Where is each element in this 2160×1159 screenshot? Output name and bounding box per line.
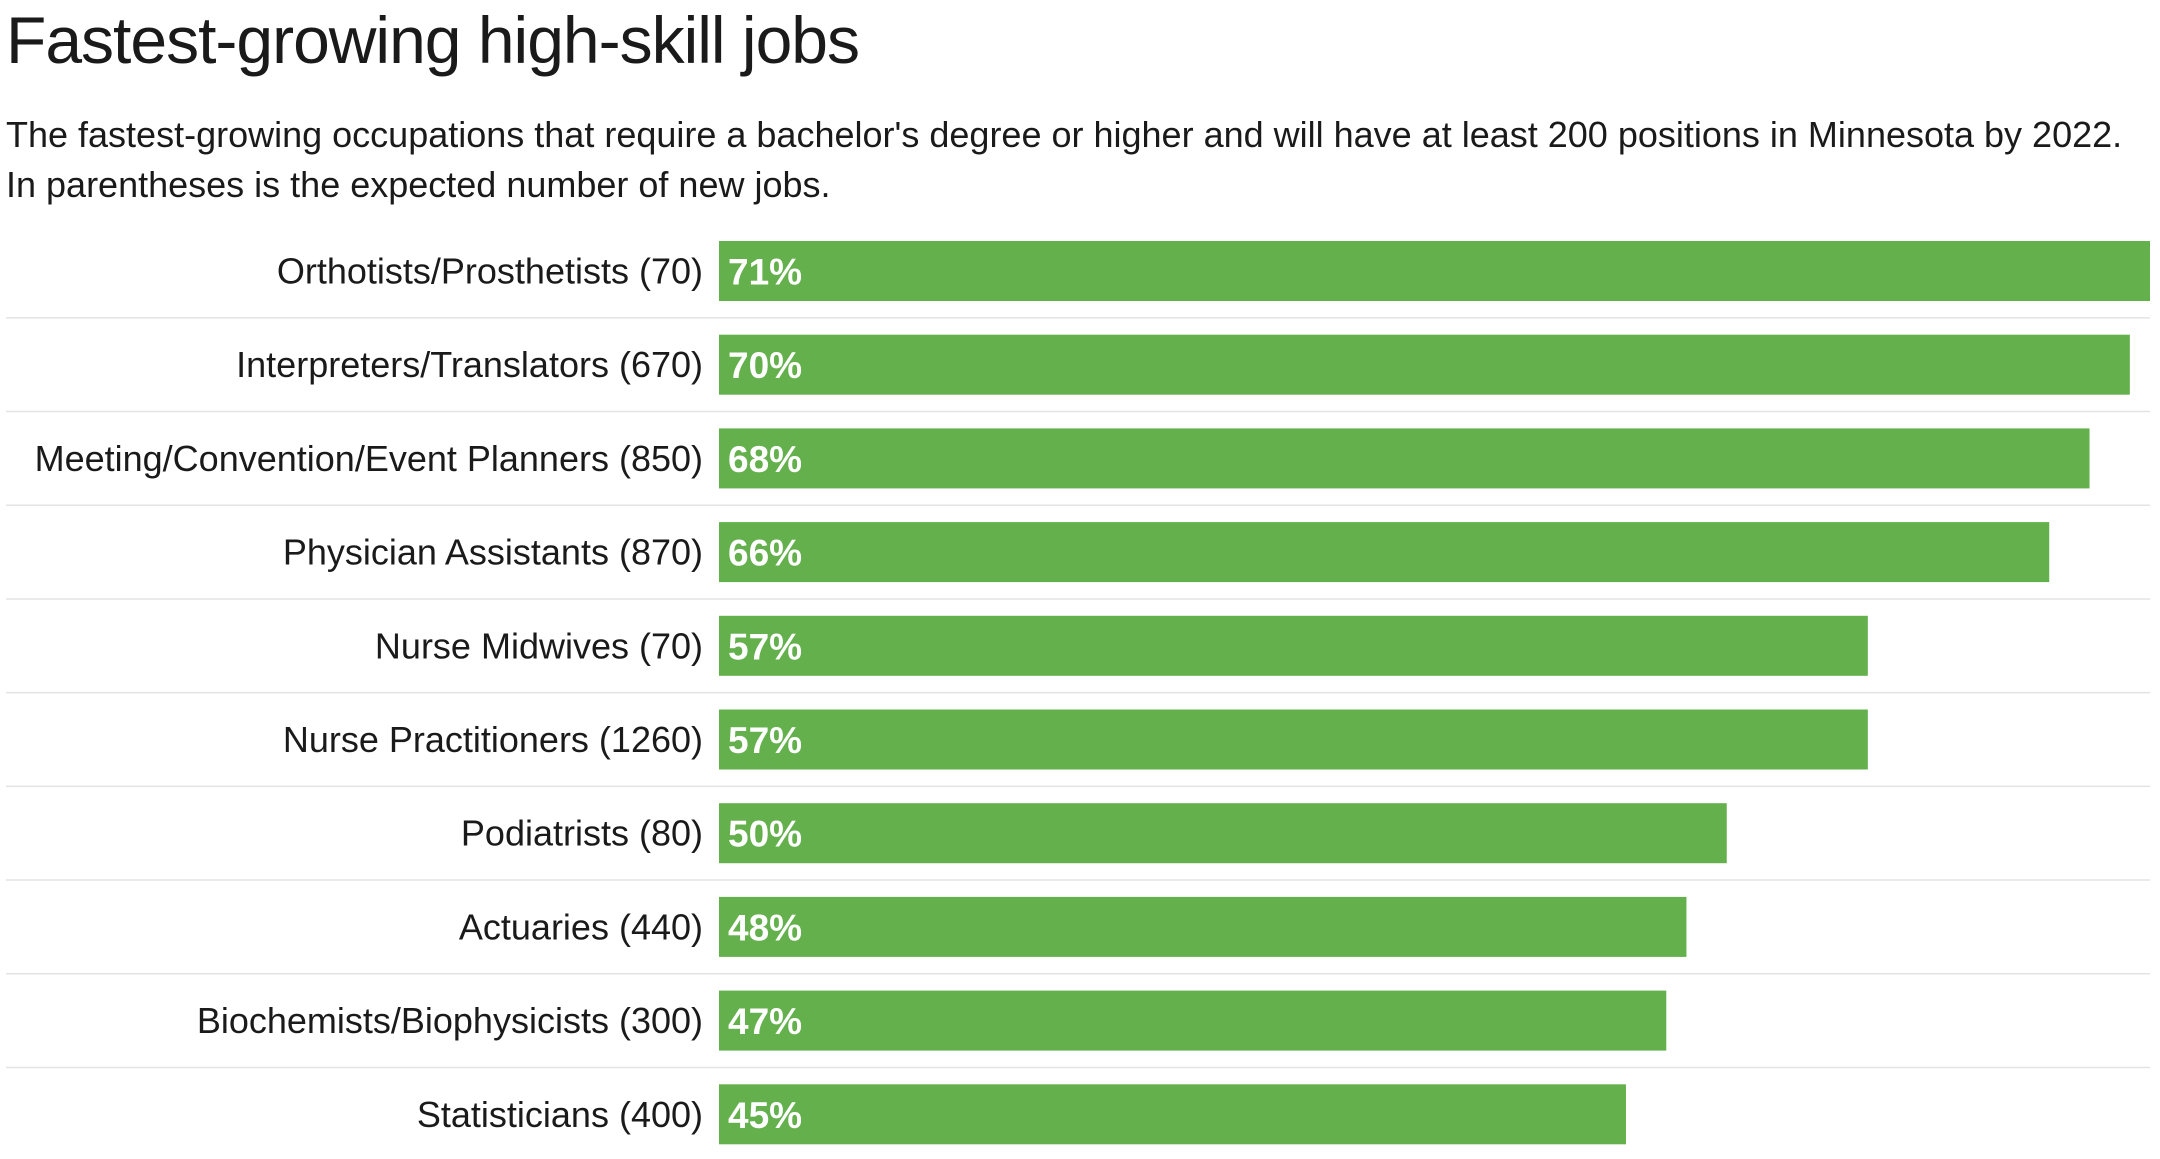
bar bbox=[719, 896, 1687, 957]
bar bbox=[719, 1084, 1626, 1145]
category-label: Meeting/Convention/Event Planners (850) bbox=[35, 438, 703, 479]
category-label: Orthotists/Prosthetists (70) bbox=[277, 251, 703, 292]
value-label: 71% bbox=[728, 252, 802, 293]
bar bbox=[719, 803, 1727, 864]
value-label: 70% bbox=[728, 345, 802, 386]
value-label: 50% bbox=[728, 814, 802, 855]
category-label: Nurse Practitioners (1260) bbox=[283, 719, 703, 760]
value-label: 57% bbox=[728, 720, 802, 761]
category-label: Physician Assistants (870) bbox=[283, 532, 703, 573]
chart-title: Fastest-growing high-skill jobs bbox=[6, 3, 860, 77]
bar bbox=[719, 615, 1868, 676]
category-label: Biochemists/Biophysicists (300) bbox=[197, 1000, 703, 1041]
value-label: 48% bbox=[728, 907, 802, 948]
category-label: Statisticians (400) bbox=[417, 1094, 703, 1135]
category-label: Actuaries (440) bbox=[459, 906, 703, 947]
bar bbox=[719, 709, 1868, 770]
chart-subtitle: The fastest-growing occupations that req… bbox=[6, 114, 2123, 205]
bar bbox=[719, 522, 2050, 583]
category-label: Nurse Midwives (70) bbox=[375, 625, 703, 666]
bar bbox=[719, 241, 2150, 301]
category-label: Interpreters/Translators (670) bbox=[236, 344, 703, 385]
value-label: 45% bbox=[728, 1095, 802, 1136]
bar bbox=[719, 428, 2090, 489]
value-label: 68% bbox=[728, 439, 802, 480]
category-label: Podiatrists (80) bbox=[461, 813, 703, 854]
bar bbox=[719, 334, 2130, 395]
bar bbox=[719, 990, 1667, 1051]
value-label: 57% bbox=[728, 626, 802, 667]
value-label: 66% bbox=[728, 533, 802, 574]
value-label: 47% bbox=[728, 1001, 802, 1042]
